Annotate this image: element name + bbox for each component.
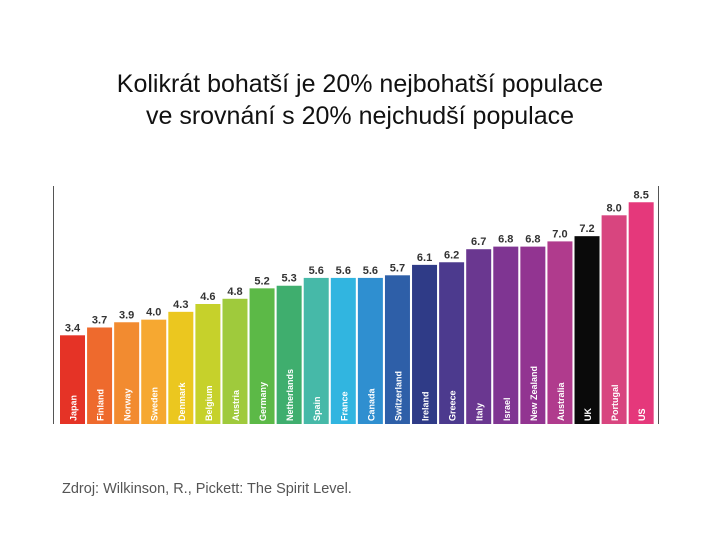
category-label: Australia	[556, 381, 566, 421]
value-label: 5.7	[390, 262, 405, 274]
bar-norway	[114, 322, 140, 424]
category-label: Portugal	[610, 384, 620, 421]
value-label: 4.0	[146, 307, 161, 319]
bar-portugal	[601, 215, 627, 424]
bar-chart: 3.4 Japan 3.7 Finland 3.9 Norway 4.0 Sweden 4.3 D…	[53, 186, 659, 424]
value-label: 5.6	[363, 265, 378, 277]
value-label: 3.9	[119, 309, 134, 321]
category-label: Sweden	[150, 387, 160, 421]
value-label: 8.5	[634, 189, 649, 201]
category-label: New Zealand	[529, 366, 539, 421]
value-label: 6.2	[444, 249, 459, 261]
bar-spain	[303, 277, 329, 424]
bar-austria	[222, 298, 248, 424]
value-label: 6.8	[498, 234, 513, 246]
bar-australia	[547, 241, 573, 424]
value-label: 7.0	[552, 228, 567, 240]
slide-title: Kolikrát bohatší je 20% nejbohatší popul…	[0, 68, 720, 132]
value-label: 6.7	[471, 236, 486, 248]
category-label: Finland	[96, 389, 106, 421]
value-label: 5.2	[254, 275, 269, 287]
category-label: Germany	[258, 382, 268, 421]
bar-greece	[439, 262, 465, 424]
bar-italy	[466, 249, 492, 424]
value-label: 5.6	[336, 265, 351, 277]
category-label: Japan	[69, 395, 79, 421]
value-label: 4.8	[227, 286, 242, 298]
category-label: Israel	[502, 397, 512, 421]
bar-belgium	[195, 304, 221, 424]
category-label: Greece	[448, 390, 458, 421]
value-label: 8.0	[606, 202, 621, 214]
category-label: UK	[583, 408, 593, 421]
bar-group: 3.4 Japan 3.7 Finland 3.9 Norway 4.0 Sweden 4.3 D…	[60, 189, 654, 424]
bar-netherlands	[276, 285, 302, 424]
value-label: 3.7	[92, 314, 107, 326]
value-label: 6.8	[525, 234, 540, 246]
category-label: Austria	[231, 389, 241, 421]
value-label: 4.3	[173, 299, 188, 311]
category-label: Italy	[475, 403, 485, 421]
bar-uk	[574, 236, 600, 424]
value-label: 4.6	[200, 291, 215, 303]
bar-france	[330, 277, 356, 424]
category-label: Netherlands	[285, 369, 295, 421]
bar-finland	[87, 327, 113, 424]
category-label: Switzerland	[393, 371, 403, 421]
value-label: 6.1	[417, 252, 432, 264]
title-line-2: ve srovnání s 20% nejchudší populace	[145, 102, 575, 130]
bar-ireland	[412, 264, 438, 424]
bar-new-zealand	[520, 246, 546, 424]
category-label: Norway	[123, 388, 133, 421]
value-label: 5.6	[309, 265, 324, 277]
value-label: 5.3	[281, 273, 296, 285]
category-label: Canada	[366, 387, 376, 421]
category-label: Ireland	[421, 391, 431, 421]
bar-japan	[60, 335, 85, 424]
bar-canada	[357, 277, 383, 424]
bar-denmark	[168, 311, 194, 424]
category-label: Denmark	[177, 381, 187, 421]
bar-sweden	[141, 319, 167, 424]
category-label: Belgium	[204, 385, 214, 421]
title-line-1: Kolikrát bohatší je 20% nejbohatší popul…	[116, 70, 604, 98]
bar-us	[628, 202, 654, 424]
bar-israel	[493, 246, 519, 424]
source-note: Zdroj: Wilkinson, R., Pickett: The Spiri…	[62, 481, 352, 497]
bar-switzerland	[384, 275, 410, 424]
category-label: US	[637, 408, 647, 421]
value-label: 7.2	[579, 223, 594, 235]
value-label: 3.4	[65, 322, 81, 334]
category-label: Spain	[312, 396, 322, 421]
category-label: France	[339, 391, 349, 421]
bar-germany	[249, 288, 275, 424]
